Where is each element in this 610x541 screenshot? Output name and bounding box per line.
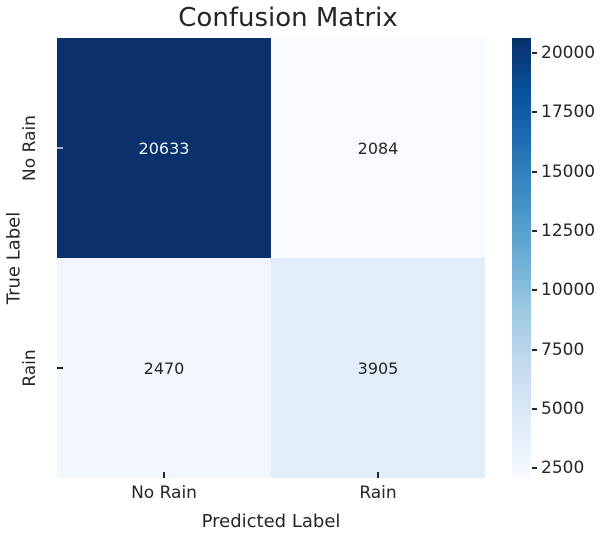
colorbar-tick-label: 15000 <box>541 162 596 182</box>
colorbar-tick-mark <box>532 171 537 173</box>
y-tick-label: Rain <box>20 349 40 387</box>
x-tick-mark <box>377 472 379 478</box>
cell-value: 2084 <box>357 138 399 158</box>
heatmap-cell: 3905 <box>271 258 485 478</box>
x-tick-mark <box>163 472 165 478</box>
cell-value: 3905 <box>357 358 399 378</box>
colorbar-tick-label: 12500 <box>541 221 596 241</box>
heatmap: 20633 2084 2470 3905 <box>57 38 485 478</box>
colorbar-tick-label: 7500 <box>541 340 585 360</box>
x-tick-label: No Rain <box>131 483 197 503</box>
y-tick-label: No Rain <box>20 115 40 181</box>
cell-value: 20633 <box>138 138 190 158</box>
chart-title: Confusion Matrix <box>178 3 398 33</box>
y-tick-mark <box>57 147 63 149</box>
colorbar-tick-mark <box>532 408 537 410</box>
colorbar-tick-mark <box>532 230 537 232</box>
colorbar-tick-label: 5000 <box>541 399 585 419</box>
heatmap-cell: 20633 <box>57 38 271 258</box>
y-tick-mark <box>57 367 63 369</box>
cell-value: 2470 <box>143 358 185 378</box>
colorbar-tick-label: 17500 <box>541 102 596 122</box>
colorbar-gradient <box>512 38 531 478</box>
colorbar-tick-label: 2500 <box>541 458 585 478</box>
heatmap-cell: 2470 <box>57 258 271 478</box>
colorbar-tick-label: 10000 <box>541 280 596 300</box>
colorbar-tick-mark <box>532 349 537 351</box>
colorbar-tick-mark <box>532 289 537 291</box>
colorbar-tick-mark <box>532 467 537 469</box>
x-tick-label: Rain <box>359 483 397 503</box>
colorbar-tick-mark <box>532 52 537 54</box>
heatmap-cell: 2084 <box>271 38 485 258</box>
colorbar-tick-mark <box>532 111 537 113</box>
colorbar-tick-label: 20000 <box>541 43 596 63</box>
x-axis-label: Predicted Label <box>201 511 341 532</box>
y-axis-label: True Label <box>3 211 25 305</box>
